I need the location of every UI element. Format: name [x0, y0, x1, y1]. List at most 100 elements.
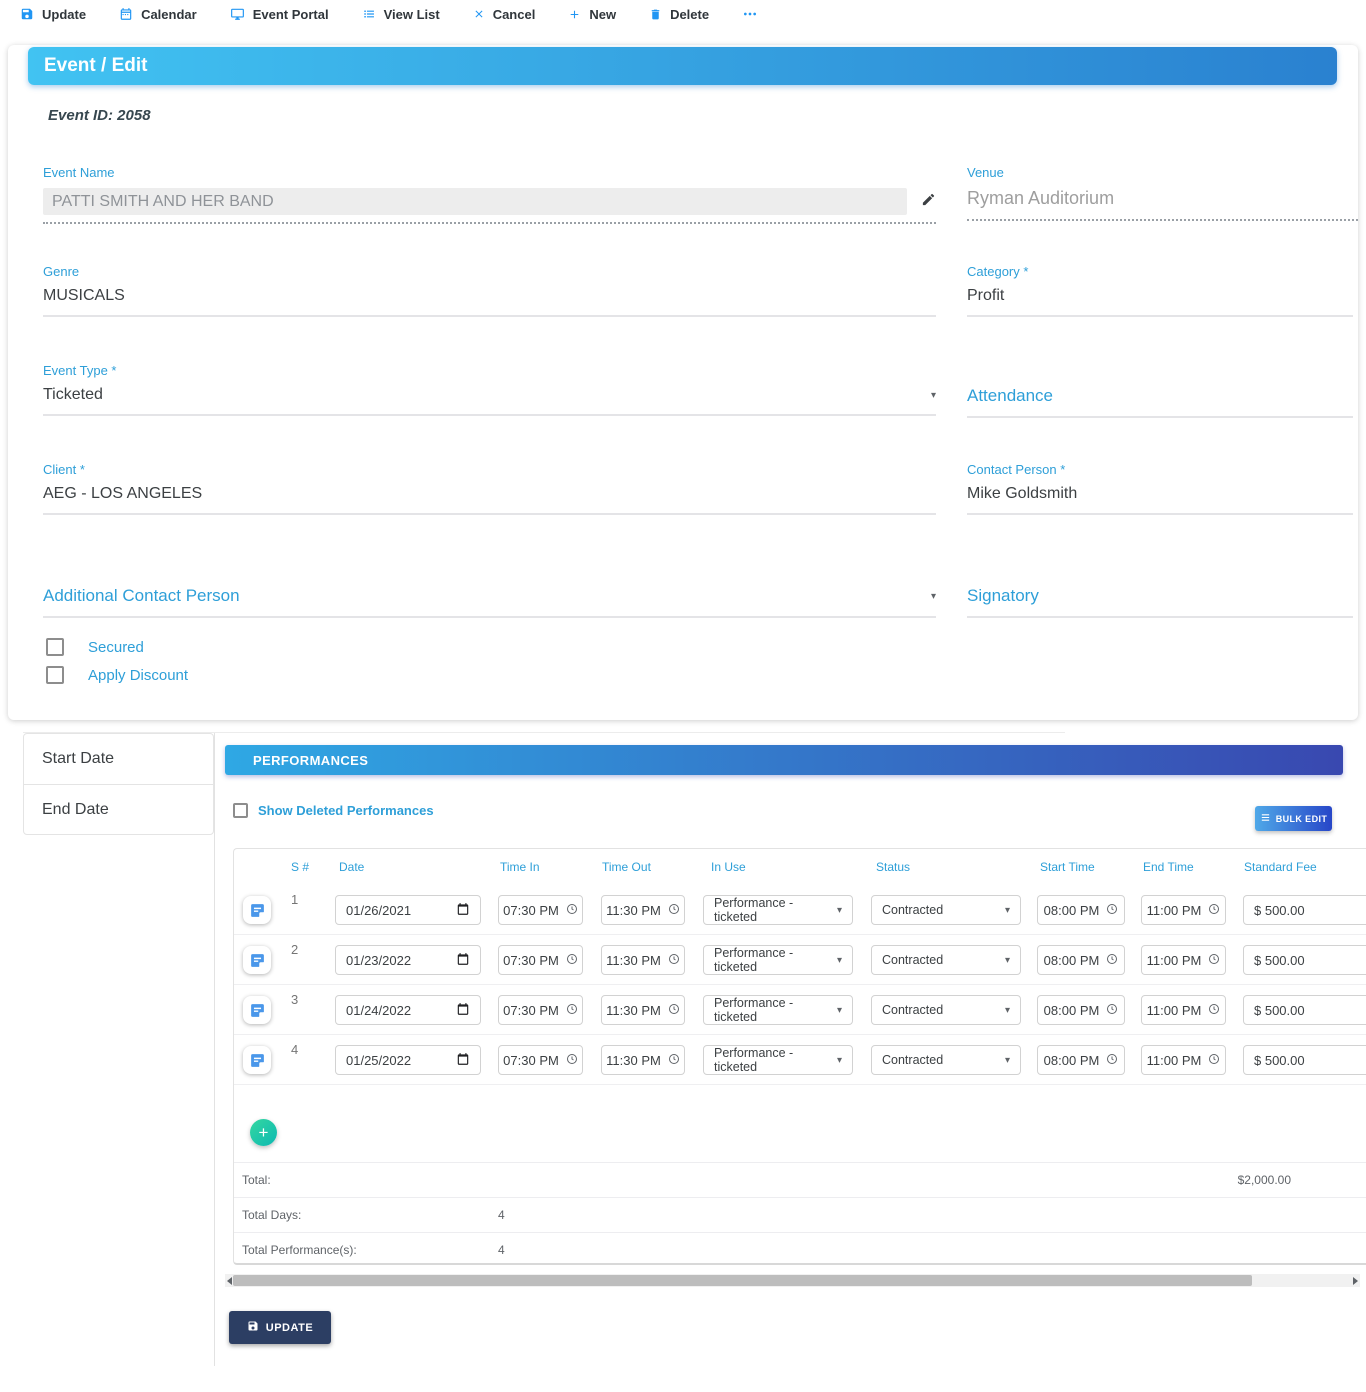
- delete-button[interactable]: Delete: [649, 7, 709, 22]
- standard-fee-input[interactable]: $ 500.00: [1243, 945, 1366, 975]
- col-header-time-out: Time Out: [602, 860, 651, 874]
- signatory-input[interactable]: Signatory: [967, 586, 1353, 618]
- start-time-input[interactable]: 08:00 PM: [1037, 945, 1125, 975]
- standard-fee-input[interactable]: $ 500.00: [1243, 1045, 1366, 1075]
- attendance-input[interactable]: Attendance: [967, 386, 1353, 418]
- clock-icon[interactable]: [566, 1003, 578, 1018]
- clock-icon[interactable]: [1106, 903, 1118, 918]
- end-time-input[interactable]: 11:00 PM: [1141, 995, 1226, 1025]
- calendar-icon[interactable]: [456, 1052, 470, 1069]
- add-performance-button[interactable]: +: [250, 1119, 277, 1146]
- standard-fee-input[interactable]: $ 500.00: [1243, 895, 1366, 925]
- scroll-left-icon[interactable]: [227, 1277, 232, 1285]
- in-use-select[interactable]: Performance - ticketed ▾: [703, 895, 853, 925]
- time-in-input[interactable]: 07:30 PM: [498, 1045, 583, 1075]
- in-use-select[interactable]: Performance - ticketed ▾: [703, 995, 853, 1025]
- clock-icon[interactable]: [1208, 903, 1220, 918]
- sidebar-item-start-date[interactable]: Start Date: [42, 750, 115, 767]
- clock-icon[interactable]: [566, 903, 578, 918]
- edit-note-button[interactable]: [243, 896, 271, 924]
- date-input[interactable]: 01/24/2022: [335, 995, 481, 1025]
- secured-checkbox[interactable]: [46, 638, 64, 656]
- time-in-input[interactable]: 07:30 PM: [498, 945, 583, 975]
- event-type-select[interactable]: Ticketed ▾: [43, 386, 936, 416]
- scroll-right-icon[interactable]: [1353, 1277, 1358, 1285]
- show-deleted-checkbox[interactable]: [233, 803, 248, 818]
- cancel-label: Cancel: [492, 6, 536, 22]
- calendar-icon[interactable]: [456, 1002, 470, 1019]
- calendar-button[interactable]: Calendar: [119, 7, 197, 22]
- update-performances-button[interactable]: UPDATE: [229, 1311, 331, 1344]
- clock-icon[interactable]: [1208, 1053, 1220, 1068]
- edit-pencil-icon[interactable]: [921, 192, 936, 212]
- end-time-input[interactable]: 11:00 PM: [1141, 895, 1226, 925]
- edit-note-button[interactable]: [243, 996, 271, 1024]
- clock-icon[interactable]: [1208, 953, 1220, 968]
- genre-value[interactable]: MUSICALS: [43, 287, 936, 317]
- in-use-select[interactable]: Performance - ticketed ▾: [703, 1045, 853, 1075]
- status-select[interactable]: Contracted ▾: [871, 945, 1021, 975]
- chevron-down-icon: ▾: [836, 954, 842, 966]
- calendar-icon[interactable]: [456, 952, 470, 969]
- in-use-value: Performance - ticketed: [714, 1046, 794, 1074]
- bulk-edit-button[interactable]: BULK EDIT: [1255, 806, 1332, 831]
- clock-icon[interactable]: [668, 953, 680, 968]
- clock-icon[interactable]: [668, 903, 680, 918]
- update-label: UPDATE: [265, 1321, 314, 1334]
- start-time-input[interactable]: 08:00 PM: [1037, 895, 1125, 925]
- edit-note-button[interactable]: [243, 946, 271, 974]
- in-use-select[interactable]: Performance - ticketed ▾: [703, 945, 853, 975]
- view-list-button[interactable]: View List: [362, 7, 440, 22]
- client-value[interactable]: AEG - LOS ANGELES: [43, 485, 936, 515]
- status-select[interactable]: Contracted ▾: [871, 1045, 1021, 1075]
- clock-icon[interactable]: [566, 953, 578, 968]
- clock-icon[interactable]: [668, 1003, 680, 1018]
- clock-icon[interactable]: [1106, 1003, 1118, 1018]
- event-portal-button[interactable]: Event Portal: [230, 7, 329, 22]
- edit-note-button[interactable]: [243, 1046, 271, 1074]
- scrollbar-thumb[interactable]: [233, 1275, 1252, 1286]
- time-out-input[interactable]: 11:30 PM: [601, 945, 685, 975]
- status-select[interactable]: Contracted ▾: [871, 995, 1021, 1025]
- contact-person-value[interactable]: Mike Goldsmith: [967, 485, 1353, 515]
- clock-icon[interactable]: [1106, 953, 1118, 968]
- new-button[interactable]: New: [568, 7, 616, 22]
- end-time-input[interactable]: 11:00 PM: [1141, 1045, 1226, 1075]
- sidebar-item-end-date[interactable]: End Date: [24, 784, 213, 834]
- clock-icon[interactable]: [668, 1053, 680, 1068]
- clock-icon[interactable]: [566, 1053, 578, 1068]
- time-in-input[interactable]: 07:30 PM: [498, 895, 583, 925]
- apply-discount-checkbox[interactable]: [46, 666, 64, 684]
- date-input[interactable]: 01/26/2021: [335, 895, 481, 925]
- time-in-input[interactable]: 07:30 PM: [498, 995, 583, 1025]
- event-name-input[interactable]: PATTI SMITH AND HER BAND: [43, 188, 907, 215]
- clock-icon[interactable]: [1208, 1003, 1220, 1018]
- status-select[interactable]: Contracted ▾: [871, 895, 1021, 925]
- date-input[interactable]: 01/23/2022: [335, 945, 481, 975]
- start-time-input[interactable]: 08:00 PM: [1037, 995, 1125, 1025]
- chevron-down-icon: ▾: [1004, 904, 1010, 916]
- time-out-input[interactable]: 11:30 PM: [601, 895, 685, 925]
- date-value: 01/23/2022: [346, 952, 412, 968]
- time-out-input[interactable]: 11:30 PM: [601, 1045, 685, 1075]
- clock-icon[interactable]: [1106, 1053, 1118, 1068]
- event-id-text: Event ID: 2058: [48, 107, 151, 124]
- calendar-icon[interactable]: [456, 902, 470, 919]
- more-button[interactable]: [742, 9, 758, 19]
- date-input[interactable]: 01/25/2022: [335, 1045, 481, 1075]
- update-button[interactable]: Update: [20, 7, 86, 22]
- cancel-button[interactable]: Cancel: [473, 6, 536, 22]
- time-out-input[interactable]: 11:30 PM: [601, 995, 685, 1025]
- category-value[interactable]: Profit: [967, 287, 1353, 317]
- status-value: Contracted: [882, 1003, 944, 1017]
- standard-fee-input[interactable]: $ 500.00: [1243, 995, 1366, 1025]
- new-label: New: [589, 6, 617, 22]
- start-time-value: 08:00 PM: [1043, 902, 1100, 918]
- total-row: Total: $2,000.00: [234, 1162, 1366, 1197]
- start-time-input[interactable]: 08:00 PM: [1037, 1045, 1125, 1075]
- end-time-input[interactable]: 11:00 PM: [1141, 945, 1226, 975]
- time-in-value: 07:30 PM: [503, 1002, 559, 1018]
- horizontal-scrollbar[interactable]: [225, 1274, 1360, 1287]
- additional-contact-select[interactable]: Additional Contact Person ▾: [43, 586, 936, 618]
- venue-value[interactable]: Ryman Auditorium: [967, 188, 1358, 221]
